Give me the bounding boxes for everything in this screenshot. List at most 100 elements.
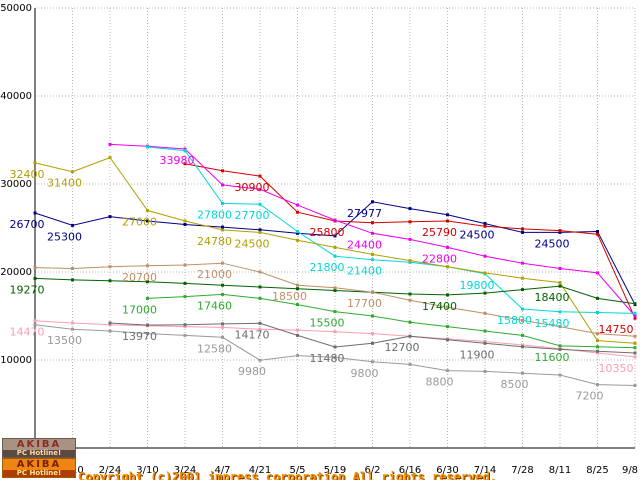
series-dark-gray-marker (258, 321, 262, 325)
series-navy-marker (333, 234, 337, 238)
data-label-dark-gray: 12700 (385, 341, 420, 354)
series-magenta-marker (258, 187, 262, 191)
logo-subtitle: PC Hotline! (3, 470, 75, 477)
series-brown-marker (146, 264, 149, 268)
data-label-dark-green: 17400 (422, 300, 457, 313)
series-green-marker (221, 292, 224, 296)
series-olive-marker (371, 252, 374, 256)
series-olive-marker (408, 259, 412, 263)
series-olive-marker (296, 238, 299, 242)
series-red-marker (596, 232, 599, 236)
data-label-dark-gray: 14170 (235, 328, 270, 341)
series-dark-gray-marker (596, 349, 599, 353)
x-axis-label: 6/30 (436, 465, 458, 476)
data-label-cyan: 27700 (235, 209, 270, 222)
series-pink-marker (333, 330, 337, 334)
akiba-pc-hotline-logo-gray: AKIBA PC Hotline! (2, 438, 76, 458)
data-label-navy: 26700 (10, 218, 45, 231)
series-dark-green-marker (71, 278, 74, 282)
data-label-navy: 25300 (47, 230, 82, 243)
data-label-red: 25790 (422, 226, 457, 239)
series-olive-marker (108, 156, 112, 160)
series-magenta-marker (596, 271, 599, 275)
series-magenta-marker (108, 142, 112, 146)
series-cyan-marker (596, 311, 599, 314)
series-brown-marker (633, 334, 637, 338)
series-dark-green-marker (408, 292, 412, 296)
series-olive-marker (596, 339, 599, 343)
series-navy-marker (108, 215, 112, 219)
series-gray-marker (146, 332, 149, 336)
series-green-marker (296, 303, 299, 307)
series-navy-marker (183, 223, 187, 226)
series-brown-marker (296, 283, 299, 287)
x-axis-label: 3/24 (174, 465, 196, 476)
series-pink-marker (258, 327, 262, 331)
data-label-navy: 27977 (347, 207, 382, 220)
logo-title: AKIBA (16, 439, 62, 450)
data-label-gray: 8500 (501, 378, 529, 391)
series-dark-green-marker (258, 285, 262, 289)
series-green-marker (633, 346, 637, 350)
series-dark-green-marker (183, 281, 187, 285)
series-red-marker (221, 169, 224, 173)
data-label-red: 14750 (599, 323, 634, 336)
series-dark-green-marker (296, 287, 299, 291)
series-brown-marker (596, 332, 599, 336)
series-pink-marker (108, 323, 112, 327)
series-dark-gray-marker (333, 345, 337, 349)
series-olive-marker (483, 271, 487, 275)
data-label-cyan: 15480 (535, 317, 570, 330)
series-gray-marker (258, 358, 262, 362)
series-gray-marker (71, 327, 74, 331)
data-label-brown: 21000 (197, 268, 232, 281)
x-axis-label: 2/24 (99, 465, 121, 476)
x-axis-label: 7/28 (511, 465, 533, 476)
series-magenta-marker (521, 261, 524, 265)
series-green-marker (146, 296, 149, 300)
series-dark-green-marker (596, 296, 599, 300)
series-brown-marker (71, 267, 74, 270)
series-red-marker (258, 174, 262, 178)
series-cyan-marker (146, 145, 149, 149)
data-label-cyan: 21400 (347, 265, 382, 278)
series-dark-green-marker (108, 279, 112, 283)
series-red-marker (371, 221, 374, 225)
series-red-marker (183, 162, 187, 166)
series-dark-gray-marker (221, 322, 224, 326)
data-label-gray: 9980 (238, 365, 266, 378)
series-dark-gray-marker (446, 338, 449, 342)
series-green-line (147, 293, 636, 349)
series-red-marker (483, 224, 487, 228)
series-gray-marker (633, 384, 637, 387)
x-axis-label: 3/10 (136, 465, 158, 476)
logo-subtitle: PC Hotline! (3, 450, 75, 457)
data-label-olive: 24500 (235, 237, 270, 250)
x-axis-label: 8/11 (549, 465, 571, 476)
series-cyan-marker (296, 230, 299, 233)
data-label-navy: 24500 (460, 229, 495, 242)
data-label-olive: 24780 (197, 235, 232, 248)
data-label-green: 15500 (310, 317, 345, 330)
y-axis-label: 40000 (0, 91, 32, 102)
data-label-green: 17000 (122, 303, 157, 316)
series-pink-marker (183, 325, 187, 329)
series-magenta-marker (483, 254, 487, 258)
series-dark-green-marker (483, 291, 487, 295)
series-dark-green-marker (146, 280, 149, 284)
data-label-gray: 13500 (47, 334, 82, 347)
series-olive-marker (333, 245, 337, 249)
series-green-marker (596, 345, 599, 349)
series-gray-marker (183, 333, 187, 337)
x-axis-label: 6/2 (364, 465, 380, 476)
series-dark-gray-marker (146, 323, 149, 327)
series-gray-marker (483, 369, 487, 373)
data-label-dark-green: 19270 (10, 283, 45, 296)
series-olive-marker (446, 265, 449, 269)
data-label-magenta: 22800 (422, 252, 457, 265)
series-pink-marker (596, 351, 599, 355)
series-pink-marker (33, 319, 37, 323)
series-pink-marker (371, 332, 374, 336)
series-navy-marker (33, 211, 37, 215)
data-label-green: 17460 (197, 299, 232, 312)
